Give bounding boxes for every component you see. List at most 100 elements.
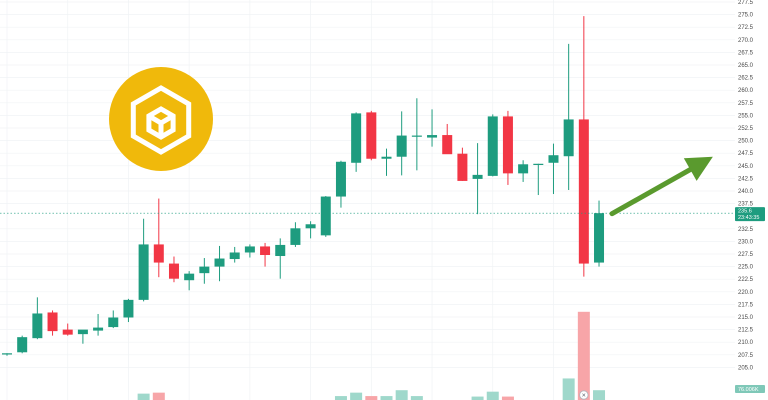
candle[interactable]: [32, 297, 43, 340]
y-tick-label: 262.5: [738, 76, 754, 82]
close-icon-ring: [579, 390, 589, 400]
candle[interactable]: [533, 163, 544, 196]
bnb-logo: [109, 67, 213, 171]
candle[interactable]: [381, 148, 392, 176]
y-tick-label: 275.0: [738, 13, 754, 19]
y-tick-label: 270.0: [738, 38, 754, 44]
y-tick-label: 247.5: [738, 151, 754, 157]
candle[interactable]: [396, 111, 407, 176]
volume-bar: [395, 390, 408, 400]
y-tick-label: 222.5: [738, 277, 754, 283]
candle-body: [229, 252, 240, 260]
volume-bar: [562, 378, 575, 400]
candle[interactable]: [563, 43, 574, 190]
volume-tag: [735, 385, 765, 393]
candle[interactable]: [138, 218, 149, 302]
candle-body: [214, 258, 225, 267]
candle-body: [518, 164, 529, 174]
candle[interactable]: [168, 256, 179, 283]
y-tick-label: 260.0: [738, 88, 754, 94]
candle[interactable]: [199, 258, 210, 284]
candle[interactable]: [487, 114, 498, 177]
candle[interactable]: [351, 112, 362, 172]
volume-bar: [350, 392, 363, 400]
candle-body: [411, 135, 422, 137]
candle-body: [305, 224, 316, 229]
bnb-logo-edge-right: [159, 113, 175, 126]
candle[interactable]: [578, 16, 589, 277]
candle-body: [93, 327, 104, 331]
volume-bar: [486, 391, 499, 400]
grid-layer: [0, 0, 735, 400]
candle-body: [108, 317, 119, 328]
candle[interactable]: [260, 242, 271, 267]
y-tick-label: 272.5: [738, 25, 754, 31]
close-icon-glyph: ×: [582, 392, 586, 399]
candle-body: [472, 174, 483, 179]
candle[interactable]: [548, 143, 559, 195]
candle[interactable]: [62, 323, 73, 336]
candle[interactable]: [244, 244, 255, 258]
y-tick-label: 217.5: [738, 302, 754, 308]
candle[interactable]: [472, 143, 483, 215]
candle-body: [77, 329, 88, 335]
volume-bar: [410, 396, 423, 400]
candle[interactable]: [108, 310, 119, 329]
candle[interactable]: [47, 310, 58, 336]
candle-body: [381, 156, 392, 159]
candle[interactable]: [594, 200, 605, 267]
candle-body: [487, 116, 498, 176]
candle[interactable]: [214, 245, 225, 282]
candle-body: [533, 163, 544, 165]
candle[interactable]: [366, 110, 377, 161]
y-tick-label: 212.5: [738, 328, 754, 334]
candle-body: [442, 135, 453, 155]
volume-bar: [501, 396, 514, 400]
bnb-logo-mark: [130, 85, 192, 155]
candle[interactable]: [229, 246, 240, 263]
candle[interactable]: [335, 160, 346, 208]
price-axis[interactable]: 277.5 275.0 272.5 270.0 267.5 265.0 262.5 260.0…: [738, 0, 754, 371]
candle-body: [563, 119, 574, 157]
candle[interactable]: [2, 353, 12, 356]
y-tick-label: 240.0: [738, 189, 754, 195]
candle[interactable]: [93, 313, 104, 336]
y-tick-label: 252.5: [738, 126, 754, 132]
candle[interactable]: [290, 222, 301, 247]
bnb-logo-circle: [109, 67, 213, 171]
y-tick-label: 245.0: [738, 164, 754, 170]
y-tick-label: 230.0: [738, 239, 754, 245]
candle-body: [199, 266, 210, 274]
candle-body: [427, 135, 438, 138]
volume-bar: [152, 392, 165, 400]
bnb-logo-edge-left: [147, 113, 163, 126]
candle[interactable]: [502, 110, 513, 185]
candle-body: [351, 113, 362, 163]
y-tick-label: 267.5: [738, 50, 754, 56]
candle[interactable]: [457, 147, 468, 181]
candle[interactable]: [123, 298, 134, 323]
candle[interactable]: [320, 196, 331, 237]
volume-bar: [471, 396, 484, 400]
volume-bar: [593, 390, 606, 400]
bnb-logo-outer-hex: [130, 85, 192, 155]
arrow-shaft: [609, 167, 693, 217]
y-tick-label: 265.0: [738, 63, 754, 69]
volume-bar: [334, 396, 347, 400]
candle[interactable]: [518, 160, 529, 182]
candle[interactable]: [184, 271, 195, 291]
candle[interactable]: [442, 123, 453, 155]
candle[interactable]: [153, 198, 164, 278]
candle[interactable]: [17, 335, 28, 354]
candle[interactable]: [77, 329, 88, 344]
candle[interactable]: [411, 98, 422, 171]
candle-body: [260, 246, 271, 256]
price-tag-value: 235.6: [738, 209, 752, 215]
price-tag-countdown: 23:43:35: [738, 215, 759, 221]
candle[interactable]: [427, 109, 438, 147]
candle[interactable]: [305, 221, 316, 239]
candle[interactable]: [275, 238, 286, 279]
close-icon[interactable]: ×: [579, 390, 589, 400]
